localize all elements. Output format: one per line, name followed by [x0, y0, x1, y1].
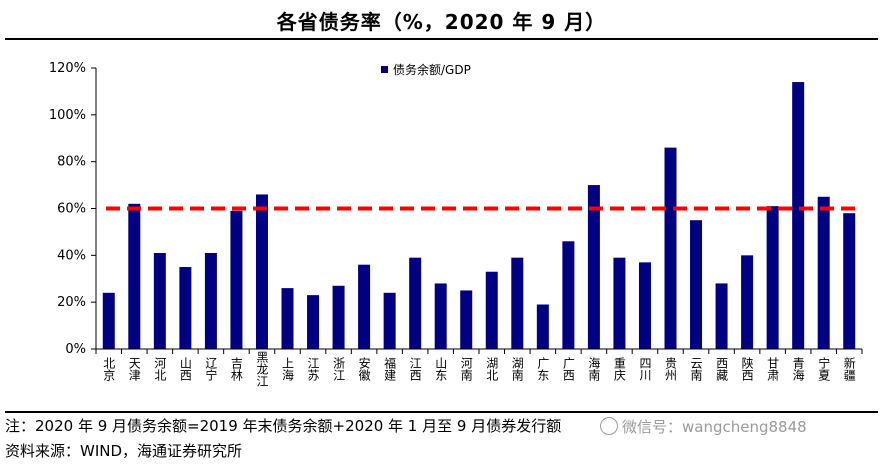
- x-tick-label: 河南: [459, 357, 473, 381]
- y-tick-label: 0%: [65, 342, 86, 357]
- x-tick-label: 甘肃: [766, 357, 780, 382]
- legend-label: 债务余额/GDP: [393, 62, 471, 77]
- x-tick-label: 广西: [561, 357, 575, 381]
- x-tick-label: 山西: [178, 357, 192, 381]
- bar-16: [485, 271, 498, 349]
- bar-20: [587, 185, 600, 349]
- x-tick-label: 宁夏: [817, 356, 831, 381]
- wechat-icon: [600, 417, 618, 435]
- x-tick-label: 湖北: [485, 356, 499, 382]
- bar-25: [715, 283, 728, 349]
- top-divider: [5, 38, 878, 40]
- bar-6: [230, 210, 243, 349]
- bar-3: [153, 252, 166, 349]
- bars-group: [102, 82, 856, 350]
- x-tick-label: 山东: [434, 357, 448, 381]
- bar-29: [817, 196, 830, 349]
- bar-5: [204, 252, 217, 349]
- y-tick-label: 40%: [57, 248, 86, 263]
- x-tick-label: 湖南: [510, 356, 524, 381]
- x-tick-label: 海南: [587, 356, 601, 381]
- x-tick-label: 青海: [791, 357, 805, 381]
- legend: 债务余额/GDP: [381, 62, 471, 77]
- bar-27: [766, 206, 779, 349]
- x-tick-label: 广东: [536, 357, 550, 381]
- bar-7: [255, 194, 268, 349]
- x-tick-label: 上海: [281, 357, 295, 381]
- debt-ratio-chart: 0% 20% 40% 60% 80% 100% 120% 北京 天津 河北 山西 辽宁 吉林 黑龙江 上海…: [49, 61, 863, 387]
- x-axis: 北京 天津 河北 山西 辽宁 吉林 黑龙江 上海 江苏 浙江 安徽 福建 江西 山东 河南 湖北 湖南 广东 广西海…: [95, 348, 863, 387]
- x-tick-label: 安徽: [357, 356, 371, 381]
- bar-26: [741, 255, 754, 349]
- x-tick-label: 天津: [127, 357, 141, 381]
- x-tick-label: 贵州: [664, 357, 678, 381]
- bar-24: [690, 220, 703, 349]
- bar-15: [460, 290, 473, 349]
- y-tick-label: 60%: [57, 202, 86, 217]
- bar-9: [307, 295, 320, 349]
- page-title: 各省债务率（%，2020 年 9 月）: [276, 10, 607, 34]
- bar-28: [792, 82, 805, 350]
- bar-21: [613, 257, 626, 349]
- watermark-text: 微信号：wangcheng8848: [622, 418, 807, 436]
- x-tick-label: 新疆: [842, 356, 856, 381]
- bottom-divider: [5, 411, 878, 413]
- y-tick-label: 80%: [57, 155, 86, 170]
- x-tick-label: 江苏: [306, 357, 320, 381]
- x-tick-label: 黑龙江: [255, 351, 269, 387]
- x-tick-label: 辽宁: [204, 357, 218, 381]
- x-tick-label: 福建: [383, 356, 397, 382]
- bar-14: [434, 283, 447, 349]
- x-tick-label: 北京: [102, 357, 116, 382]
- bar-22: [638, 262, 651, 349]
- x-tick-label: 重庆: [612, 357, 626, 381]
- bar-8: [281, 288, 294, 349]
- bar-17: [511, 257, 524, 349]
- bar-18: [536, 304, 549, 349]
- y-tick-label: 20%: [57, 295, 86, 310]
- footnote: 注：2020 年 9 月债务余额=2019 年末债务余额+2020 年 1 月至…: [5, 417, 562, 435]
- bar-19: [562, 241, 575, 349]
- bar-1: [102, 292, 115, 349]
- y-axis: 0% 20% 40% 60% 80% 100% 120%: [49, 61, 97, 357]
- bar-2: [128, 203, 141, 349]
- source-text: 资料来源：WIND，海通证券研究所: [5, 442, 243, 460]
- bar-10: [332, 285, 345, 349]
- x-tick-label: 浙江: [332, 357, 346, 381]
- x-tick-label: 西藏: [715, 357, 729, 382]
- bar-4: [179, 267, 192, 349]
- watermark: 微信号：wangcheng8848: [600, 416, 807, 437]
- bar-11: [358, 264, 371, 349]
- bar-30: [843, 213, 856, 349]
- x-tick-label: 四川: [638, 357, 652, 381]
- x-tick-label: 吉林: [229, 357, 243, 381]
- x-tick-label: 河北: [153, 357, 167, 382]
- y-tick-label: 120%: [49, 61, 86, 76]
- x-tick-label: 江西: [408, 357, 422, 381]
- legend-swatch: [381, 66, 388, 73]
- x-tick-label: 陕西: [740, 356, 754, 381]
- bar-12: [383, 292, 396, 349]
- y-tick-label: 100%: [49, 108, 86, 123]
- bar-23: [664, 147, 677, 349]
- x-tick-label: 云南: [689, 357, 703, 381]
- bar-13: [409, 257, 422, 349]
